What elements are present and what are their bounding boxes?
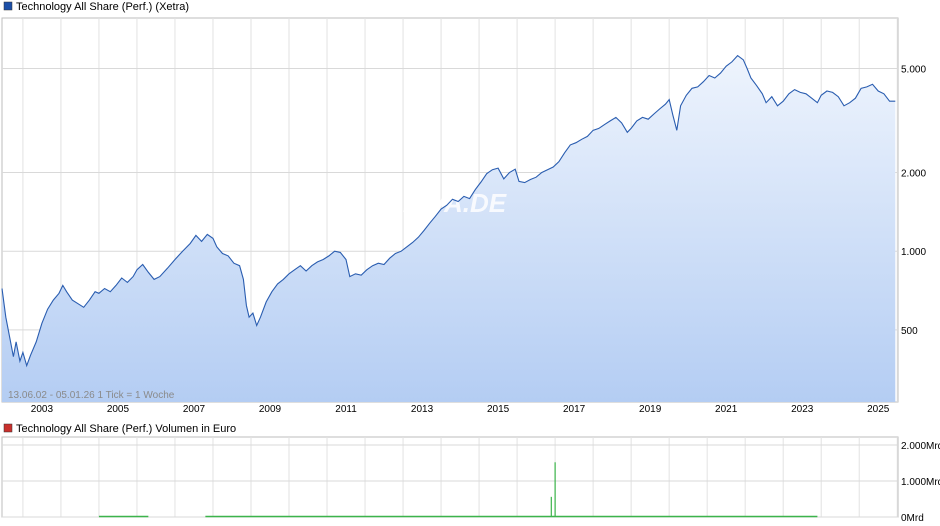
volume-y-tick-label: 2.000Mrd xyxy=(901,441,940,452)
x-tick-label: 2019 xyxy=(639,404,662,415)
volume-y-tick-label: 0Mrd xyxy=(901,513,924,524)
x-tick-label: 2005 xyxy=(107,404,130,415)
x-tick-label: 2015 xyxy=(487,404,510,415)
watermark-logo: ARIVA.DE xyxy=(383,188,507,218)
x-tick-label: 2011 xyxy=(335,404,357,415)
price-series-line xyxy=(1,54,896,368)
legend-label-volume: Technology All Share (Perf.) Volumen in … xyxy=(16,423,236,435)
y-tick-label: 5.000 xyxy=(901,64,926,75)
volume-bars xyxy=(98,462,818,518)
x-tick-label: 2009 xyxy=(259,404,282,415)
price-x-axis: 2003 2005 2007 2009 2011 2013 2015 2017 2019 2021… xyxy=(31,404,890,415)
x-tick-label: 2021 xyxy=(715,404,738,415)
volume-panel xyxy=(1,436,899,518)
price-area xyxy=(2,55,896,402)
x-tick-label: 2003 xyxy=(31,404,54,415)
y-tick-label: 2.000 xyxy=(901,169,926,180)
x-tick-label: 2013 xyxy=(411,404,434,415)
x-tick-label: 2023 xyxy=(791,404,814,415)
x-tick-label: 2025 xyxy=(867,404,890,415)
y-tick-label: 500 xyxy=(901,326,918,337)
legend-swatch-volume xyxy=(3,423,13,433)
volume-y-axis: 0Mrd 1.000Mrd 2.000Mrd xyxy=(901,441,940,524)
price-y-axis: 500 1.000 2.000 5.000 xyxy=(901,64,926,336)
legend-label-price: Technology All Share (Perf.) (Xetra) xyxy=(16,1,189,13)
range-note: 13.06.02 - 05.01.26 1 Tick = 1 Woche xyxy=(8,390,175,401)
y-tick-label: 1.000 xyxy=(901,247,926,258)
x-tick-label: 2007 xyxy=(183,404,206,415)
legend-swatch-price xyxy=(3,1,13,11)
x-tick-label: 2017 xyxy=(563,404,586,415)
volume-y-tick-label: 1.000Mrd xyxy=(901,477,940,488)
